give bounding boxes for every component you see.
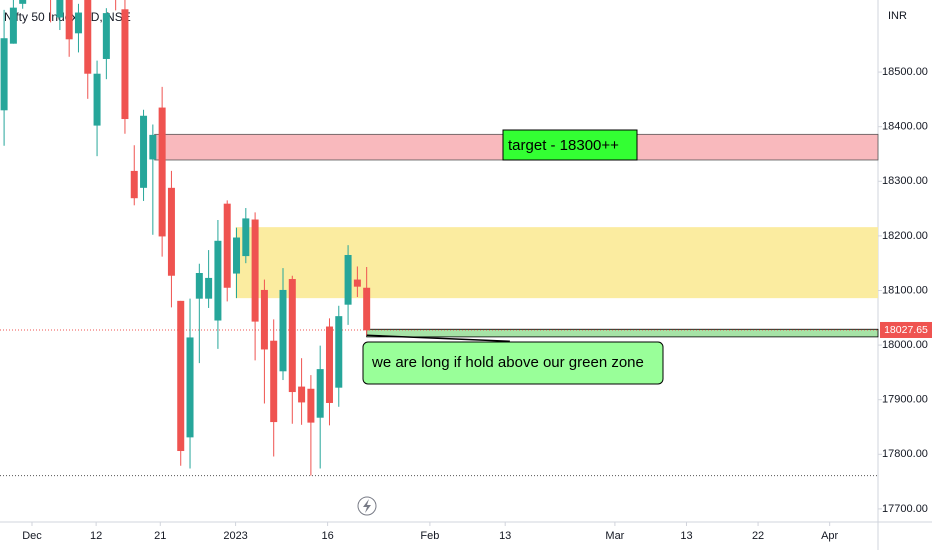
x-tick-label: 13 <box>680 530 692 542</box>
candle-body <box>93 73 101 126</box>
candle-body <box>344 254 352 305</box>
annotation-box <box>362 341 664 385</box>
candle-body <box>0 38 8 111</box>
candle-body <box>307 388 315 423</box>
y-tick-label: 18300.00 <box>882 175 928 187</box>
candle-body <box>288 279 296 393</box>
candle-body <box>102 13 110 59</box>
x-tick-label: 16 <box>321 530 333 542</box>
y-tick-label: 17700.00 <box>882 503 928 515</box>
last-price-box <box>880 321 932 338</box>
candle-body <box>353 279 361 287</box>
candle-body <box>130 170 138 199</box>
candle-body <box>363 287 371 331</box>
candle-body <box>65 0 73 40</box>
y-tick-label: 17800.00 <box>882 448 928 460</box>
candle-body <box>233 237 241 274</box>
candle-body <box>316 369 324 418</box>
candle-body <box>121 9 129 120</box>
currency-label: INR <box>888 10 907 22</box>
candle-body <box>195 273 203 299</box>
candle-body <box>251 219 259 322</box>
plot-area <box>0 0 879 477</box>
x-tick-label: 13 <box>499 530 511 542</box>
x-tick-label: Mar <box>605 530 624 542</box>
annotation: target - 18300++ <box>508 137 619 154</box>
annotation-box <box>502 129 638 161</box>
candle-body <box>205 277 213 299</box>
replay-icon[interactable] <box>357 496 377 516</box>
x-tick-label: Feb <box>420 530 439 542</box>
candle-body <box>149 134 157 160</box>
candle-body <box>223 203 231 288</box>
candle-body <box>167 187 175 276</box>
candle-body <box>260 289 268 350</box>
candle-body <box>9 7 17 44</box>
x-tick-label: 21 <box>154 530 166 542</box>
y-tick-label: 18400.00 <box>882 121 928 133</box>
candle-body <box>84 0 92 74</box>
annotation: we are long if hold above our green zone <box>371 354 644 371</box>
y-tick-label: 18100.00 <box>882 284 928 296</box>
candle-body <box>140 115 148 188</box>
candle-body <box>56 0 64 18</box>
x-tick-label: 2023 <box>223 530 247 542</box>
candle-body <box>158 107 166 237</box>
y-tick-label: 17900.00 <box>882 394 928 406</box>
candle-body <box>335 316 343 388</box>
candle-body <box>19 0 27 4</box>
candle-body <box>177 300 185 452</box>
candle-body <box>298 386 306 403</box>
zone <box>235 227 879 299</box>
x-tick-label: 22 <box>752 530 764 542</box>
y-tick-label: 18200.00 <box>882 230 928 242</box>
candle-body <box>186 337 194 438</box>
x-tick-label: Apr <box>821 530 838 542</box>
candle-body <box>74 12 82 34</box>
x-tick-label: Dec <box>22 530 42 542</box>
candle-body <box>325 326 333 403</box>
candle-body <box>279 289 287 372</box>
x-tick-label: 12 <box>90 530 102 542</box>
y-tick-label: 18500.00 <box>882 66 928 78</box>
last-price-label: 18027.65 <box>884 324 928 336</box>
trendline <box>366 334 510 343</box>
candle-body <box>270 340 278 423</box>
candle-body <box>214 240 222 321</box>
y-tick-label: 18000.00 <box>882 339 928 351</box>
candle-body <box>242 218 250 257</box>
